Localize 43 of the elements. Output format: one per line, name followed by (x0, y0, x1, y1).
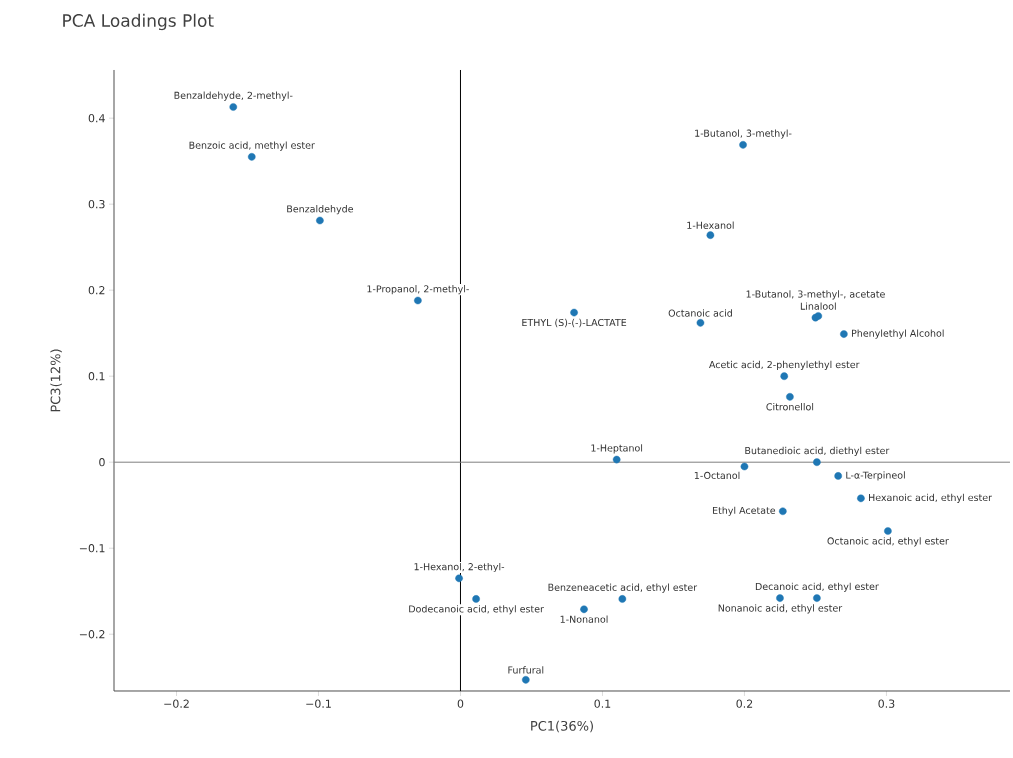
annotation: Benzeneacetic acid, ethyl ester (548, 583, 698, 593)
y-tick-label: 0 (99, 458, 105, 467)
x-tick-label: 0.1 (594, 699, 611, 708)
annotation: Decanoic acid, ethyl ester (755, 582, 879, 592)
annotation: Dodecanoic acid, ethyl ester (409, 605, 544, 615)
annotation: Acetic acid, 2-phenylethyl ester (709, 360, 860, 370)
annotation: Benzoic acid, methyl ester (189, 141, 315, 151)
annotation: Butanedioic acid, diethyl ester (745, 446, 890, 456)
annotation: 1-Octanol (694, 471, 740, 480)
annotation: ETHYL (S)-(-)-LACTATE (522, 318, 627, 328)
annotation: 1-Hexanol (687, 221, 734, 229)
annotation: 1-Propanol, 2-methyl- (367, 285, 469, 295)
x-tick-label: 0.3 (878, 699, 895, 708)
annotation: 1-Hexanol, 2-ethyl- (414, 562, 505, 573)
annotation: Hexanoic acid, ethyl ester (869, 493, 992, 503)
x-tick-label: 0 (457, 699, 464, 708)
x-tick-label: −0.1 (306, 699, 331, 708)
annotation: Furfural (508, 666, 544, 674)
annotation: Phenylethyl Alcohol (851, 329, 944, 339)
annotation: 1-Butanol, 3-methyl-, acetate (746, 290, 885, 300)
y-tick-label: 0.2 (88, 286, 105, 295)
annotation: 1-Heptanol (591, 444, 643, 454)
annotation: Benzaldehyde, 2-methyl- (174, 91, 293, 101)
annotation: Citronellol (766, 403, 814, 411)
y-tick-label: −0.1 (79, 544, 105, 553)
y-tick-label: 0.4 (88, 114, 105, 123)
x-axis-title: PC1(36%) (531, 720, 593, 733)
annotation: 1-Nonanol (560, 615, 608, 623)
y-tick-label: 0.1 (88, 372, 105, 381)
annotation: Octanoic acid, ethyl ester (827, 537, 949, 547)
chart-title: PCA Loadings Plot (63, 13, 214, 31)
y-axis-title: PC3(12%) (50, 349, 62, 412)
annotation: 1-Butanol, 3-methyl- (695, 129, 792, 139)
annotation: Nonanoic acid, ethyl ester (718, 604, 843, 614)
x-tick-label: 0.2 (736, 699, 753, 708)
y-tick-label: 0.3 (88, 200, 105, 209)
annotation: Linalool (800, 302, 836, 310)
y-tick-label: −0.2 (79, 630, 105, 639)
x-tick-label: −0.2 (164, 699, 189, 708)
annotation: L-α-Terpineol (846, 471, 905, 481)
annotation: Ethyl Acetate (712, 506, 776, 516)
annotation: Benzaldehyde (287, 205, 354, 215)
annotation: Octanoic acid (668, 309, 732, 317)
